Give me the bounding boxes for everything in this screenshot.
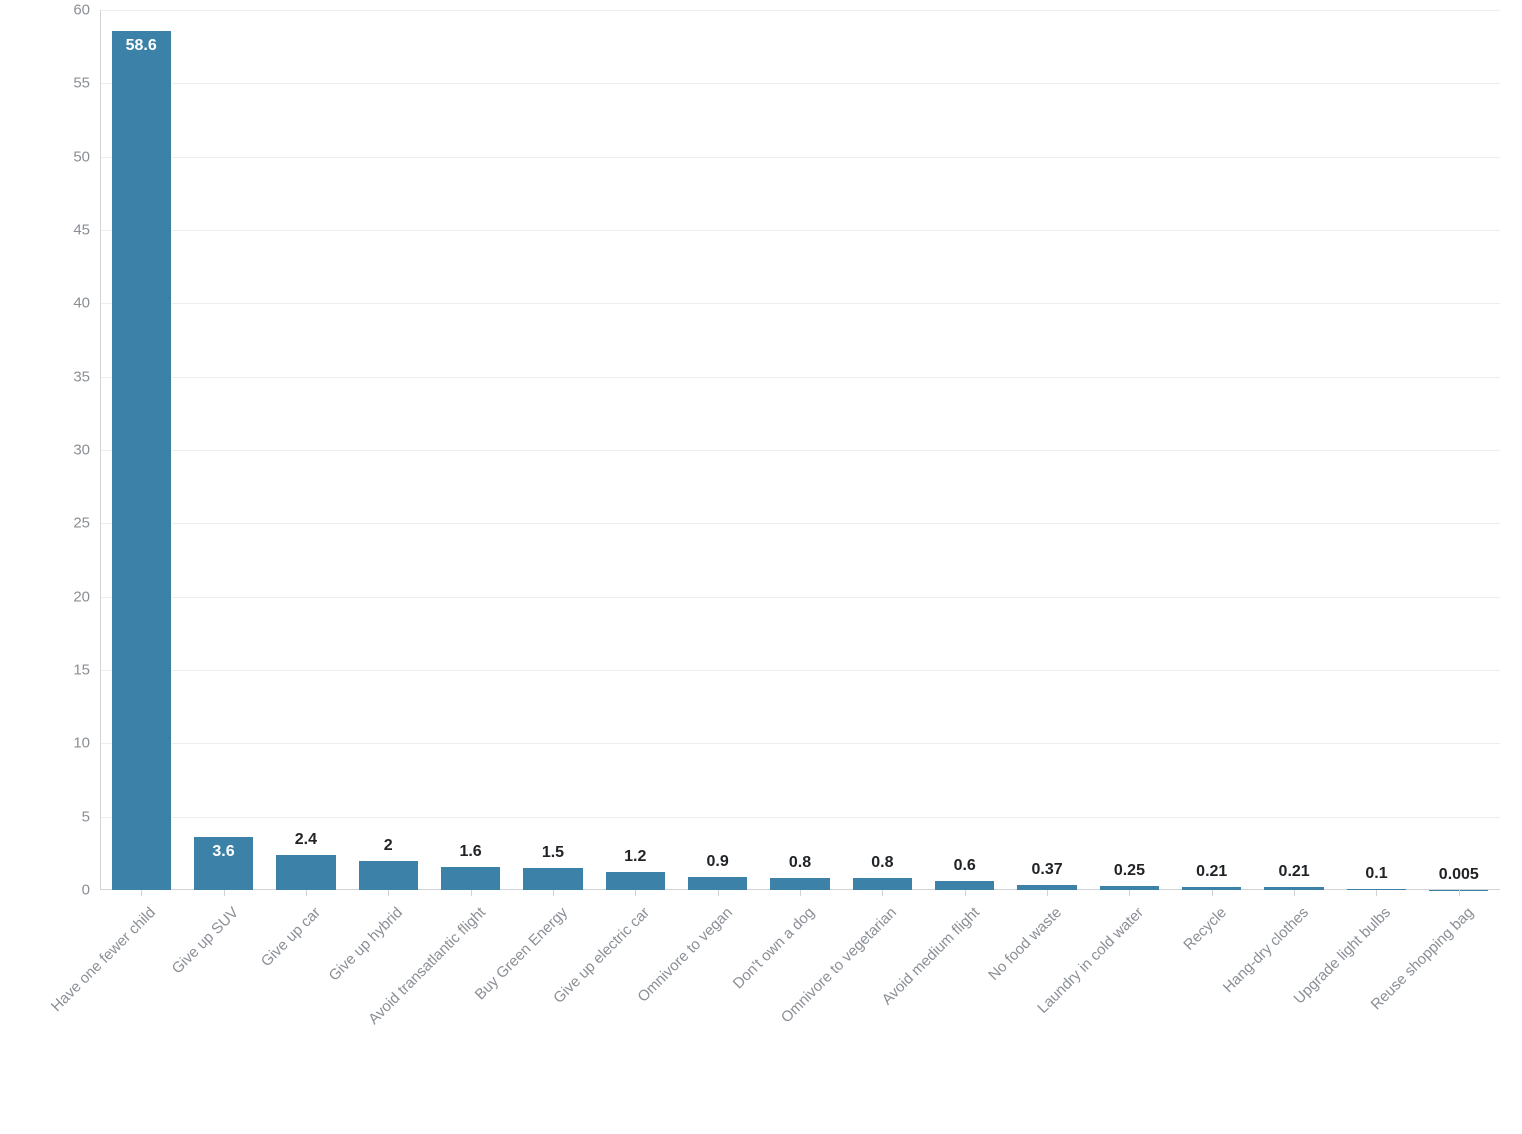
bar-value-label: 58.6 [126,37,157,55]
gridline [100,377,1500,378]
bar [112,31,171,890]
bar [853,878,912,890]
gridline [100,157,1500,158]
y-tick-label: 50 [73,148,100,165]
y-tick-label: 0 [82,882,100,899]
gridline [100,83,1500,84]
y-tick-label: 35 [73,368,100,385]
bar-value-label: 0.37 [1031,861,1062,879]
x-tick [471,890,472,896]
y-tick-label: 25 [73,515,100,532]
bar [770,878,829,890]
bar-value-label: 0.005 [1439,866,1479,884]
y-tick-label: 55 [73,75,100,92]
x-tick [800,890,801,896]
plot-area: 05101520253035404550556058.6Have one few… [100,10,1500,890]
x-tick [718,890,719,896]
gridline [100,817,1500,818]
gridline [100,743,1500,744]
x-tick [141,890,142,896]
bar-value-label: 1.5 [542,844,564,862]
x-tick [306,890,307,896]
bar-value-label: 2 [384,837,393,855]
bar-value-label: 0.21 [1279,863,1310,881]
bar [606,872,665,890]
x-tick [1294,890,1295,896]
y-axis [100,10,101,890]
bar-value-label: 0.1 [1365,865,1387,883]
gridline [100,597,1500,598]
x-tick [224,890,225,896]
gridline [100,303,1500,304]
x-tick [1212,890,1213,896]
x-tick [1047,890,1048,896]
bar-value-label: 0.6 [954,857,976,875]
bar-value-label: 0.8 [871,854,893,872]
bar [441,867,500,890]
bar [359,861,418,890]
gridline [100,450,1500,451]
bar-value-label: 0.9 [707,853,729,871]
bar-value-label: 0.25 [1114,862,1145,880]
bar-value-label: 0.8 [789,854,811,872]
y-tick-label: 15 [73,662,100,679]
x-tick [388,890,389,896]
y-tick-label: 5 [82,808,100,825]
bar [276,855,335,890]
gridline [100,670,1500,671]
y-tick-label: 10 [73,735,100,752]
gridline [100,523,1500,524]
y-tick-label: 45 [73,222,100,239]
y-tick-label: 30 [73,442,100,459]
x-tick [1459,890,1460,896]
bar-value-label: 1.2 [624,848,646,866]
y-tick-label: 20 [73,588,100,605]
gridline [100,230,1500,231]
carbon-savings-bar-chart: 05101520253035404550556058.6Have one few… [0,0,1522,1134]
y-tick-label: 60 [73,2,100,19]
x-tick [553,890,554,896]
bar-value-label: 2.4 [295,831,317,849]
x-tick [882,890,883,896]
bar-value-label: 3.6 [212,843,234,861]
x-tick [635,890,636,896]
y-tick-label: 40 [73,295,100,312]
bar-value-label: 1.6 [459,843,481,861]
x-tick [1129,890,1130,896]
x-tick [1376,890,1377,896]
bar [935,881,994,890]
x-tick [965,890,966,896]
bar [523,868,582,890]
bar-value-label: 0.21 [1196,863,1227,881]
bar [688,877,747,890]
gridline [100,10,1500,11]
